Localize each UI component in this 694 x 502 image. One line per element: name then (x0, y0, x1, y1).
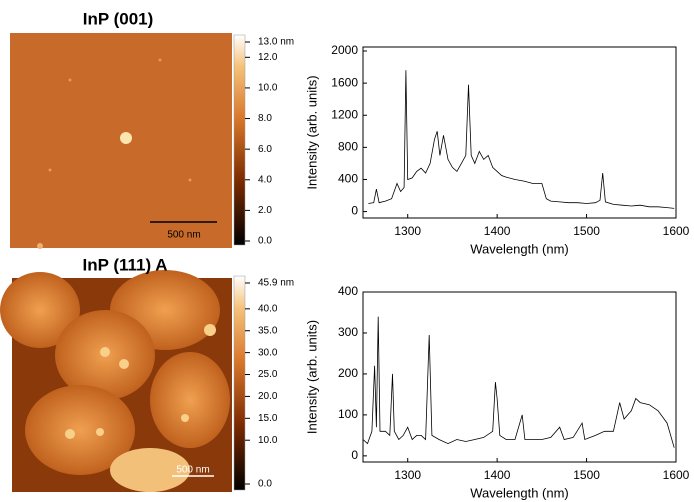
colorbar-label: 30.0 (258, 347, 278, 358)
scale-bar-label: 500 nm (167, 230, 200, 241)
colorbar-label: 2.0 (258, 205, 272, 216)
y-tick-label: 2000 (331, 43, 358, 57)
colorbar (233, 275, 246, 491)
colorbar-label: 6.0 (258, 144, 272, 155)
plot-frame (362, 291, 677, 463)
colorbar-label: 8.0 (258, 113, 272, 124)
y-axis-label: Intensity (arb. units) (304, 75, 319, 189)
panel-title: InP (111) A (82, 255, 167, 274)
y-tick-label: 0 (351, 204, 358, 218)
x-tick-label: 1300 (394, 468, 421, 482)
scale-bar-label: 500 nm (176, 465, 209, 476)
colorbar-label: 13.0 nm (258, 37, 294, 48)
colorbar-label: 0.0 (258, 236, 272, 247)
colorbar-label: 10.0 (258, 435, 278, 446)
y-tick-label: 100 (338, 407, 358, 421)
y-tick-label: 0 (351, 448, 358, 462)
colorbar-label: 0.0 (258, 479, 272, 490)
spectrum-line (362, 316, 675, 448)
colorbar-label: 35.0 (258, 325, 278, 336)
panel-title: InP (001) (83, 9, 154, 28)
colorbar-label: 15.0 (258, 413, 278, 424)
colorbar-label: 45.9 nm (258, 278, 294, 289)
afm-image-111 (0, 270, 232, 492)
y-tick-label: 400 (338, 284, 358, 298)
y-tick-label: 300 (338, 325, 358, 339)
colorbar-label: 10.0 (258, 83, 278, 94)
x-axis-label: Wavelength (nm) (470, 241, 569, 256)
spectrum-line (368, 70, 675, 209)
y-tick-label: 1600 (331, 75, 358, 89)
colorbar-label: 25.0 (258, 369, 278, 380)
y-tick-label: 200 (338, 366, 358, 380)
colorbar-label: 4.0 (258, 174, 272, 185)
colorbar-label: 12.0 (258, 52, 278, 63)
x-tick-label: 1400 (484, 224, 511, 238)
x-tick-label: 1600 (663, 468, 690, 482)
y-tick-label: 400 (338, 172, 358, 186)
colorbar-label: 40.0 (258, 303, 278, 314)
y-axis-label: Intensity (arb. units) (304, 320, 319, 434)
colorbar-label: 20.0 (258, 391, 278, 402)
x-tick-label: 1400 (484, 468, 511, 482)
x-tick-label: 1600 (663, 224, 690, 238)
y-tick-label: 800 (338, 140, 358, 154)
x-tick-label: 1500 (573, 468, 600, 482)
colorbar (233, 34, 246, 246)
x-tick-label: 1500 (573, 224, 600, 238)
y-tick-label: 1200 (331, 107, 358, 121)
x-tick-label: 1300 (394, 224, 421, 238)
afm-image-001 (10, 33, 232, 249)
x-axis-label: Wavelength (nm) (470, 485, 569, 500)
plot-frame (362, 46, 677, 219)
